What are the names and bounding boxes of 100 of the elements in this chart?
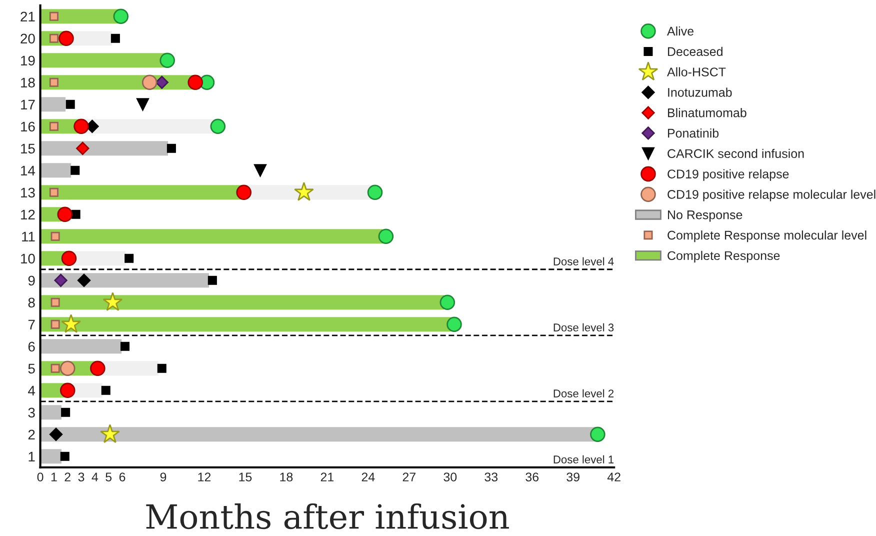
y-tick-label: 10 — [21, 254, 35, 264]
point — [66, 100, 75, 109]
point — [50, 364, 60, 373]
bar — [40, 162, 72, 179]
x-tick-label: 0 — [37, 472, 44, 482]
y-tick-label: 17 — [21, 100, 35, 110]
bar — [40, 316, 452, 333]
x-tick-label: 5 — [106, 472, 112, 482]
point — [49, 188, 58, 197]
point — [100, 424, 120, 443]
x-tick-label: 42 — [607, 472, 620, 482]
point — [71, 210, 80, 219]
point — [367, 184, 383, 200]
bar — [40, 52, 167, 69]
y-tick-label: 8 — [28, 298, 35, 308]
y-tick-label: 5 — [28, 364, 35, 374]
y-tick-label: 6 — [28, 342, 35, 352]
bar — [40, 228, 384, 245]
point — [160, 52, 175, 68]
x-tick-label: 15 — [239, 472, 252, 482]
bar — [40, 140, 170, 157]
point — [254, 164, 266, 177]
point — [101, 386, 110, 395]
point — [57, 206, 73, 222]
point — [50, 320, 60, 329]
x-tick-label: 33 — [484, 472, 498, 482]
y-tick-label: 21 — [20, 12, 35, 22]
x-tick-label: 9 — [160, 472, 166, 482]
y-tick-label: 19 — [21, 56, 35, 66]
point — [102, 292, 123, 311]
point — [210, 118, 226, 134]
point — [50, 232, 60, 241]
point — [590, 426, 606, 442]
point — [77, 274, 91, 287]
bar — [40, 272, 210, 289]
point — [110, 34, 120, 43]
point — [120, 342, 130, 351]
x-tick-label: 30 — [444, 472, 457, 482]
point — [166, 144, 176, 153]
point — [208, 276, 217, 285]
point — [60, 452, 70, 461]
y-tick-label: 20 — [20, 34, 35, 44]
point — [74, 118, 89, 134]
annotation: Dose level 4 — [554, 257, 614, 266]
point — [70, 166, 80, 175]
y-tick-label: 14 — [21, 166, 36, 176]
y-tick-label: 12 — [21, 210, 35, 220]
y-tick-label: 11 — [22, 232, 35, 242]
point — [236, 184, 252, 200]
point — [50, 298, 60, 307]
point — [49, 78, 58, 87]
legend-label: Blinatumomab — [668, 108, 746, 118]
x-tick-label: 3 — [78, 472, 84, 482]
legend-label: Inotuzumab — [668, 88, 732, 97]
x-tick-label: 6 — [119, 472, 126, 482]
bar — [40, 338, 123, 355]
point — [76, 142, 90, 155]
x-tick-label: 1 — [51, 472, 57, 482]
point — [124, 254, 134, 263]
point — [440, 294, 456, 310]
bar — [40, 294, 446, 311]
x-tick-label: 4 — [92, 472, 98, 482]
point — [136, 98, 150, 111]
x-tick-label: 27 — [402, 472, 416, 482]
bar — [40, 96, 67, 113]
point — [446, 316, 462, 332]
y-tick-label: 16 — [21, 122, 35, 132]
legend-label: Complete Response — [668, 250, 780, 263]
y-tick-label: 4 — [28, 386, 36, 396]
legend-label: Ponatinib — [668, 128, 719, 138]
x-tick-label: 39 — [566, 472, 580, 482]
legend-label: CD19 positive relapse — [668, 169, 789, 181]
x-tick-label: 21 — [320, 472, 334, 482]
point — [157, 364, 166, 373]
legend-label: Deceased — [668, 46, 722, 56]
y-tick-label: 13 — [21, 188, 35, 198]
y-tick-label: 18 — [21, 78, 35, 88]
x-axis-title: Months after infusion — [146, 503, 509, 530]
point — [188, 74, 203, 90]
point — [90, 360, 106, 376]
point — [58, 30, 74, 46]
annotation: Dose level 3 — [554, 323, 614, 332]
y-tick-label: 7 — [28, 320, 35, 330]
y-tick-label: 9 — [28, 276, 35, 286]
point — [142, 74, 158, 90]
y-tick-label: 2 — [28, 430, 35, 440]
point — [61, 408, 70, 417]
x-tick-label: 36 — [526, 472, 539, 482]
point — [61, 250, 77, 266]
legend-label: No Response — [668, 210, 742, 222]
point — [61, 314, 81, 333]
annotation: Dose level 1 — [554, 455, 614, 464]
y-tick-label: 15 — [21, 144, 35, 154]
annotation: Dose level 2 — [554, 389, 614, 398]
legend-label: Allo-HSCT — [666, 67, 726, 76]
x-tick-label: 24 — [362, 472, 375, 482]
point — [155, 76, 168, 89]
point — [49, 122, 58, 131]
bar — [40, 426, 598, 444]
y-tick-label: 1 — [28, 452, 35, 462]
